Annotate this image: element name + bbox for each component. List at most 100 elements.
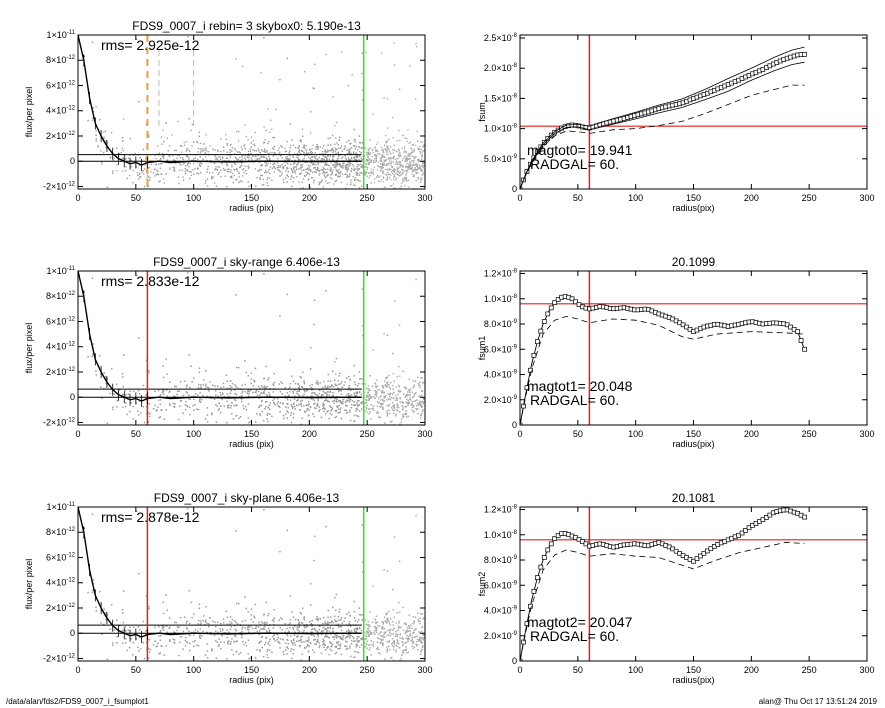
pixel-point (367, 156, 369, 158)
pixel-point (405, 158, 407, 160)
pixel-point (336, 431, 337, 432)
pixel-point (356, 159, 358, 162)
pixel-point (356, 391, 359, 393)
pixel-point (335, 415, 338, 418)
pixel-point (95, 374, 97, 376)
pixel-point (287, 412, 289, 414)
pixel-point (203, 143, 205, 145)
pixel-point (239, 156, 241, 159)
pixel-point (400, 174, 402, 176)
pixel-point (419, 160, 421, 162)
pixel-point (212, 384, 214, 386)
pixel-point (279, 155, 281, 157)
pixel-point (134, 152, 136, 155)
pixel-point (407, 158, 409, 160)
pixel-point (341, 150, 343, 152)
pixel-point (318, 184, 320, 186)
pixel-point (269, 172, 271, 174)
pixel-point (346, 175, 349, 177)
pixel-point (199, 161, 201, 164)
pixel-point (260, 392, 262, 394)
pixel-point (384, 384, 386, 386)
pixel-point (316, 158, 318, 160)
pixel-point (410, 167, 412, 170)
pixel-point (383, 156, 385, 158)
pixel-point (237, 158, 240, 161)
pixel-point (292, 407, 294, 410)
pixel-point (123, 118, 125, 120)
pixel-point (284, 151, 286, 153)
pixel-point (174, 170, 176, 172)
pixel-point (163, 182, 165, 184)
pixel-point (198, 367, 201, 369)
pixel-point (349, 398, 351, 400)
pixel-point (404, 170, 406, 172)
pixel-point (385, 141, 387, 143)
pixel-point (396, 376, 398, 378)
pixel-point (267, 176, 269, 179)
pixel-point (278, 153, 280, 155)
pixel-point (332, 147, 334, 150)
pixel-point (353, 145, 356, 147)
pixel-point (380, 395, 382, 397)
pixel-point (253, 143, 255, 145)
pixel-point (290, 178, 292, 180)
pixel-point (402, 370, 404, 373)
pixel-point (309, 149, 311, 151)
pixel-point (365, 163, 367, 165)
pixel-point (287, 158, 289, 160)
pixel-point (233, 161, 235, 164)
pixel-point (296, 152, 298, 155)
pixel-point (297, 147, 299, 149)
pixel-point (127, 393, 130, 395)
pixel-point (347, 176, 350, 178)
pixel-point (396, 169, 399, 171)
pixel-point (361, 185, 363, 187)
pixel-point (405, 176, 408, 179)
pixel-point (263, 420, 265, 422)
pixel-point (246, 392, 249, 394)
pixel-point (335, 373, 337, 375)
pixel-point (229, 156, 232, 158)
pixel-point (334, 161, 336, 164)
pixel-point (374, 161, 376, 163)
pixel-point (393, 412, 395, 415)
pixel-point (263, 377, 265, 380)
pixel-point (230, 407, 232, 409)
pixel-point (356, 166, 358, 168)
pixel-point (305, 171, 307, 173)
pixel-point (399, 401, 401, 403)
pixel-point (297, 161, 299, 163)
pixel-point (158, 181, 160, 183)
pixel-point (306, 167, 309, 170)
pixel-point (420, 415, 422, 417)
pixel-point (317, 164, 319, 166)
pixel-point (398, 161, 400, 163)
pixel-point (301, 128, 304, 130)
pixel-point (193, 395, 195, 397)
pixel-point (248, 159, 250, 161)
pixel-point (367, 391, 369, 394)
pixel-point (401, 195, 402, 196)
pixel-point (311, 177, 313, 179)
pixel-point (382, 403, 384, 405)
pixel-point (178, 390, 180, 392)
pixel-point (217, 159, 219, 161)
pixel-point (298, 404, 300, 406)
pixel-point (384, 396, 386, 398)
pixel-point (269, 157, 271, 160)
pixel-point (349, 378, 351, 381)
pixel-point (296, 176, 298, 178)
pixel-point (353, 151, 355, 153)
pixel-point (143, 185, 146, 188)
pixel-point (259, 177, 261, 179)
pixel-point (370, 160, 372, 162)
pixel-point (354, 178, 356, 181)
pixel-point (112, 406, 114, 408)
pixel-point (345, 166, 348, 168)
pixel-point (99, 119, 101, 121)
pixel-point (384, 159, 386, 161)
pixel-point (346, 171, 348, 173)
pixel-point (381, 166, 383, 168)
pixel-point (415, 392, 417, 394)
